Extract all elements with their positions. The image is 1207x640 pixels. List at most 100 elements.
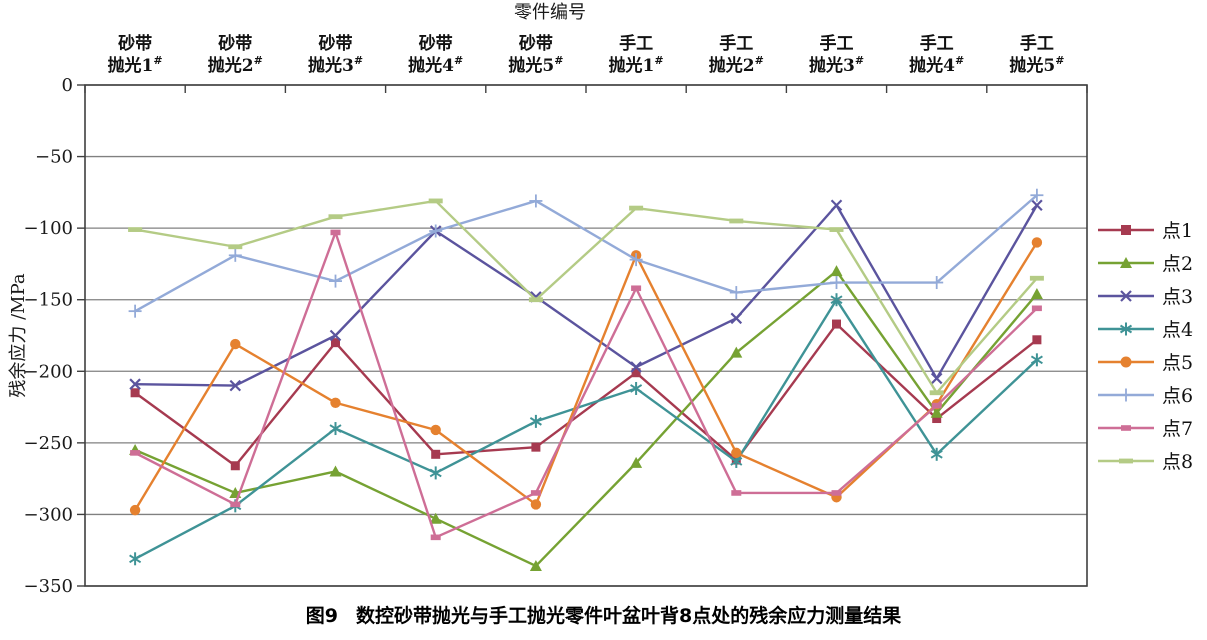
figure-number: 图9	[305, 605, 338, 627]
series-marker-square-icon	[130, 388, 140, 398]
series-点7-point	[631, 285, 642, 292]
legend-label: 点4	[1162, 319, 1194, 341]
category-label-line1: 砂带	[419, 33, 453, 54]
series-点8-point	[428, 198, 443, 204]
category-label-line2: 抛光5#	[508, 54, 563, 76]
series-marker-triangle-icon	[1030, 287, 1043, 299]
series-marker-dash-small-icon	[631, 285, 642, 292]
series-点5-point	[230, 338, 241, 350]
series-marker-asterisk-icon	[429, 466, 442, 480]
series-点1-point	[431, 449, 441, 459]
series-marker-dash-icon	[328, 214, 343, 220]
y-tick-label: −150	[24, 290, 73, 311]
series-marker-asterisk-icon	[1030, 353, 1043, 367]
series-点7-point	[330, 229, 341, 236]
series-marker-circle-icon	[430, 424, 441, 436]
series-marker-plus-icon	[429, 224, 443, 238]
series-marker-triangle-icon	[630, 456, 643, 468]
legend-item: 点2	[1097, 246, 1207, 279]
category-label-line1: 砂带	[519, 33, 553, 54]
category-label-line1: 手工	[719, 33, 753, 54]
category-label-line1: 手工	[820, 33, 854, 54]
legend-item: 点6	[1097, 378, 1207, 411]
category-label-line1: 砂带	[319, 33, 353, 54]
series-点4-point	[429, 468, 442, 478]
series-marker-x-icon	[930, 372, 943, 385]
series-点4-point	[1030, 355, 1043, 365]
series-点7-point	[731, 490, 742, 496]
series-点1-point	[230, 461, 240, 471]
series-marker-square-icon	[431, 449, 441, 459]
series-marker-triangle-icon	[830, 265, 843, 277]
series-点5-point	[1031, 237, 1043, 248]
series-点2-point	[329, 465, 342, 477]
series-marker-x-icon	[730, 312, 743, 325]
legend-marker-asterisk-icon	[1098, 322, 1154, 335]
series-点2-point	[429, 512, 442, 524]
series-marker-dash-icon	[128, 227, 143, 232]
series-marker-dash-icon	[829, 227, 844, 232]
series-marker-square-icon	[531, 442, 541, 452]
category-label-line1: 手工	[1020, 33, 1054, 54]
series-点4-point	[529, 417, 542, 426]
series-点2-point	[1030, 287, 1043, 299]
series-点3-point	[830, 199, 843, 212]
series-点5-point	[731, 447, 742, 459]
series-marker-dash-icon	[729, 218, 744, 224]
series-marker-circle-icon	[731, 447, 742, 459]
series-点3-point	[129, 378, 141, 390]
series-marker-triangle-icon	[930, 406, 943, 418]
legend-marker-glyph	[1119, 324, 1133, 333]
legend-item: 点1	[1097, 213, 1207, 246]
series-点7-point	[130, 450, 141, 456]
series-点8-point	[528, 297, 543, 303]
series-marker-dash-small-icon	[530, 490, 541, 496]
series-点1-point	[531, 442, 541, 452]
series-marker-plus-icon	[629, 253, 643, 267]
series-点2-point	[830, 265, 843, 277]
series-marker-triangle-icon	[329, 465, 342, 477]
series-marker-dash-icon	[228, 244, 243, 250]
series-点2-point	[930, 406, 943, 418]
series-marker-circle-icon	[129, 504, 141, 516]
series-marker-asterisk-icon	[529, 414, 542, 428]
series-marker-dash-small-icon	[931, 402, 942, 409]
series-点8-point	[929, 390, 944, 396]
series-marker-dash-small-icon	[430, 534, 441, 541]
legend-item: 点8	[1097, 444, 1207, 477]
series-marker-plus-icon	[228, 248, 242, 262]
legend-marker-square-icon	[1098, 224, 1154, 235]
y-tick-label: −350	[24, 576, 73, 597]
series-marker-dash-icon	[428, 198, 443, 204]
category-label-line2: 抛光3#	[308, 54, 363, 76]
series-marker-plus-icon	[529, 194, 543, 208]
series-点3-point	[730, 312, 743, 325]
series-点7-point	[430, 534, 441, 541]
series-点8-point	[128, 227, 143, 232]
series-marker-plus-icon	[128, 304, 142, 318]
series-点2-point	[630, 456, 643, 468]
series-marker-dash-icon	[929, 390, 944, 396]
legend-label: 点7	[1162, 418, 1194, 440]
legend-marker-circle-icon	[1098, 356, 1154, 367]
series-点1-point	[331, 338, 340, 348]
category-label-line1: 手工	[619, 33, 653, 54]
series-marker-circle-icon	[530, 499, 542, 510]
category-label-line1: 砂带	[118, 33, 152, 54]
category-label-line2: 抛光4#	[909, 54, 964, 76]
series-marker-square-icon	[1032, 335, 1042, 345]
legend-marker-triangle-icon	[1098, 256, 1154, 268]
legend-marker-dash-icon	[1098, 458, 1154, 463]
series-点1-point	[832, 319, 841, 329]
series-marker-asterisk-icon	[930, 447, 943, 461]
series-marker-dash-small-icon	[731, 490, 742, 496]
series-line-点3	[133, 204, 1039, 387]
series-marker-square-icon	[631, 368, 641, 378]
series-marker-triangle-icon	[529, 559, 542, 571]
series-点8-point	[629, 205, 644, 211]
series-marker-dash-icon	[1029, 275, 1044, 281]
series-marker-x-icon	[630, 361, 642, 373]
y-tick-label: −250	[24, 433, 73, 454]
legend-label: 点5	[1162, 352, 1194, 374]
